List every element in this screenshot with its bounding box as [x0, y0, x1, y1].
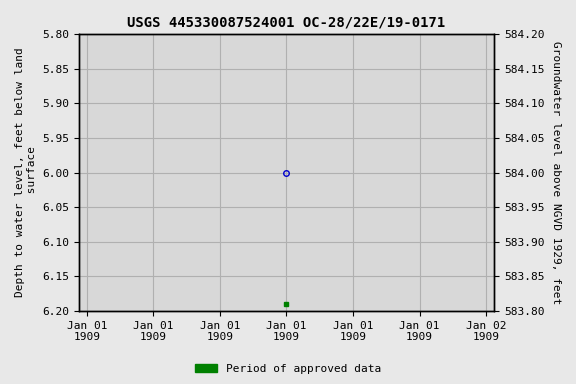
Legend: Period of approved data: Period of approved data [191, 359, 385, 379]
Y-axis label: Depth to water level, feet below land
 surface: Depth to water level, feet below land su… [15, 48, 37, 298]
Y-axis label: Groundwater level above NGVD 1929, feet: Groundwater level above NGVD 1929, feet [551, 41, 561, 304]
Title: USGS 445330087524001 OC-28/22E/19-0171: USGS 445330087524001 OC-28/22E/19-0171 [127, 15, 446, 29]
